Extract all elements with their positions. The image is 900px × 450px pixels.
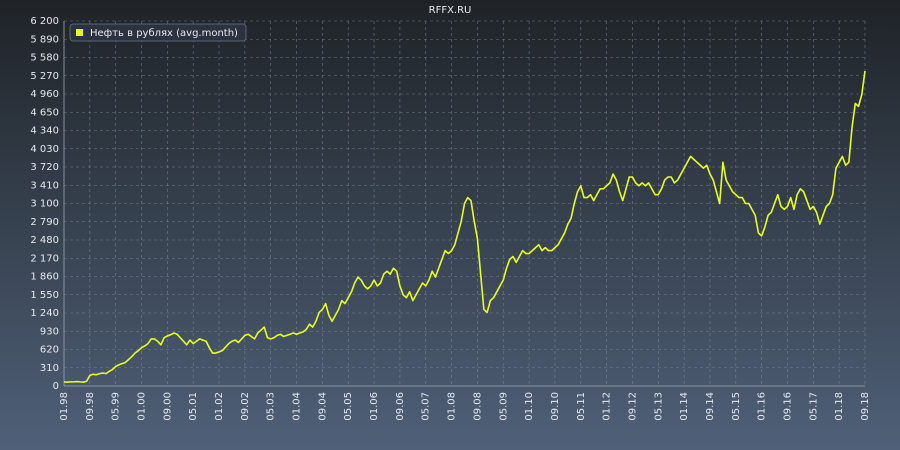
series-line: [63, 70, 866, 383]
y-tick-label: 4 030: [30, 144, 59, 155]
x-tick-label: 01.98: [59, 392, 70, 421]
x-tick-label: 05.03: [266, 392, 277, 421]
x-tick-label: 09.06: [395, 392, 406, 421]
y-tick-label: 620: [40, 345, 59, 356]
y-tick-label: 930: [40, 326, 59, 337]
x-tick-label: 09.04: [317, 392, 328, 421]
x-tick-label: 05.09: [498, 392, 509, 421]
y-tick-label: 1 860: [30, 272, 59, 283]
x-tick-label: 01.10: [524, 392, 535, 421]
x-tick-label: 05.13: [653, 392, 664, 421]
y-tick-label: 2 170: [30, 253, 59, 264]
x-tick-label: 09.10: [550, 392, 561, 421]
y-tick-label: 5 580: [30, 53, 59, 64]
x-tick-label: 09.18: [860, 392, 871, 421]
x-tick-label: 01.14: [679, 392, 690, 421]
y-tick-label: 5 270: [30, 71, 59, 82]
y-tick-label: 2 480: [30, 235, 59, 246]
x-tick-label: 01.06: [369, 392, 380, 421]
chart-title: RFFX.RU: [429, 5, 472, 16]
legend-label: Нефть в рублях (avg.month): [90, 28, 238, 39]
y-tick-label: 6 200: [30, 16, 59, 27]
y-tick-label: 3 410: [30, 180, 59, 191]
x-tick-label: 01.08: [447, 392, 458, 421]
y-tick-label: 1 240: [30, 308, 59, 319]
y-tick-label: 3 100: [30, 199, 59, 210]
y-tick-label: 4 340: [30, 126, 59, 137]
x-tick-label: 01.12: [602, 392, 613, 421]
x-tick-label: 09.08: [472, 392, 483, 421]
y-tick-label: 2 790: [30, 217, 59, 228]
x-tick-label: 01.18: [834, 392, 845, 421]
x-tick-label: 01.00: [137, 392, 148, 421]
x-tick-label: 09.02: [240, 392, 251, 421]
x-tick-label: 09.16: [782, 392, 793, 421]
x-tick-label: 01.04: [292, 392, 303, 421]
y-tick-label: 3 720: [30, 162, 59, 173]
x-tick-label: 05.17: [808, 392, 819, 421]
legend: Нефть в рублях (avg.month): [69, 23, 247, 42]
x-tick-label: 05.07: [421, 392, 432, 421]
x-tick-label: 09.98: [85, 392, 96, 421]
x-tick-label: 05.05: [343, 392, 354, 421]
x-tick-label: 05.99: [111, 392, 122, 421]
legend-box: [69, 23, 247, 42]
x-tick-label: 05.11: [576, 392, 587, 421]
y-tick-label: 4 960: [30, 89, 59, 100]
legend-swatch: [76, 29, 83, 36]
y-tick-label: 5 890: [30, 34, 59, 45]
y-tick-label: 0: [53, 381, 59, 392]
x-tick-label: 09.14: [705, 392, 716, 421]
x-tick-label: 05.01: [188, 392, 199, 421]
y-tick-label: 4 650: [30, 107, 59, 118]
y-tick-label: 1 550: [30, 290, 59, 301]
x-tick-label: 05.15: [731, 392, 742, 421]
x-tick-label: 09.12: [627, 392, 638, 421]
x-tick-label: 01.02: [214, 392, 225, 421]
y-tick-label: 310: [40, 363, 59, 374]
x-tick-label: 01.16: [757, 392, 768, 421]
x-tick-label: 09.00: [162, 392, 173, 421]
